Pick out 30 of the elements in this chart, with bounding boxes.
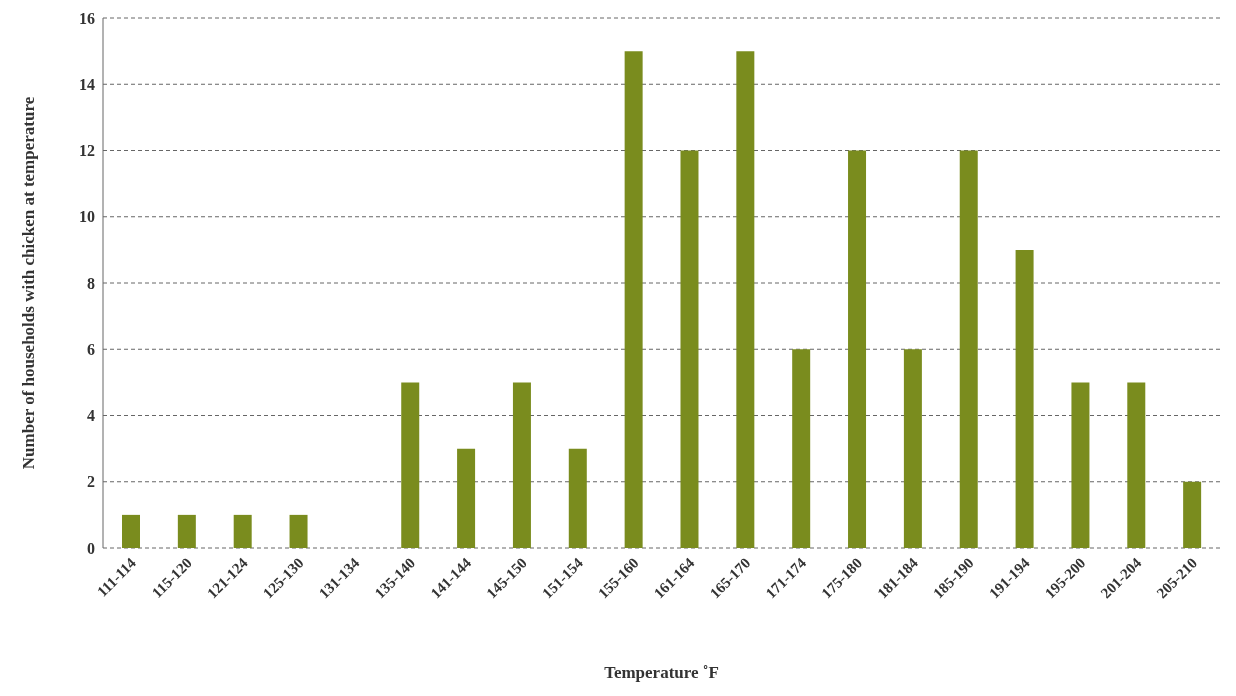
y-tick-label: 12 bbox=[79, 142, 95, 160]
bar bbox=[1183, 481, 1202, 548]
bar bbox=[1127, 382, 1146, 548]
x-axis-title: Temperature ˚F bbox=[604, 663, 719, 682]
y-tick-label: 14 bbox=[79, 75, 95, 93]
bar bbox=[1015, 249, 1034, 548]
bar bbox=[680, 150, 699, 548]
bar bbox=[1071, 382, 1090, 548]
bar bbox=[848, 150, 867, 548]
bar bbox=[792, 349, 811, 548]
y-tick-label: 8 bbox=[87, 274, 95, 292]
bar bbox=[457, 448, 476, 548]
bar bbox=[177, 514, 196, 548]
bar bbox=[736, 51, 755, 548]
bar bbox=[121, 514, 140, 548]
y-axis-title: Number of households with chicken at temperature bbox=[19, 96, 39, 470]
bar bbox=[512, 382, 531, 548]
bar bbox=[959, 150, 978, 548]
y-tick-label: 6 bbox=[87, 340, 95, 358]
y-tick-label: 16 bbox=[79, 9, 95, 27]
y-tick-label: 10 bbox=[79, 208, 95, 226]
bar bbox=[233, 514, 252, 548]
y-tick-label: 4 bbox=[87, 407, 95, 425]
y-tick-label: 0 bbox=[87, 539, 95, 557]
bar bbox=[903, 349, 922, 548]
bar bbox=[289, 514, 308, 548]
bar bbox=[568, 448, 587, 548]
bar bbox=[624, 51, 643, 548]
bar bbox=[401, 382, 420, 548]
y-tick-label: 2 bbox=[87, 473, 95, 491]
